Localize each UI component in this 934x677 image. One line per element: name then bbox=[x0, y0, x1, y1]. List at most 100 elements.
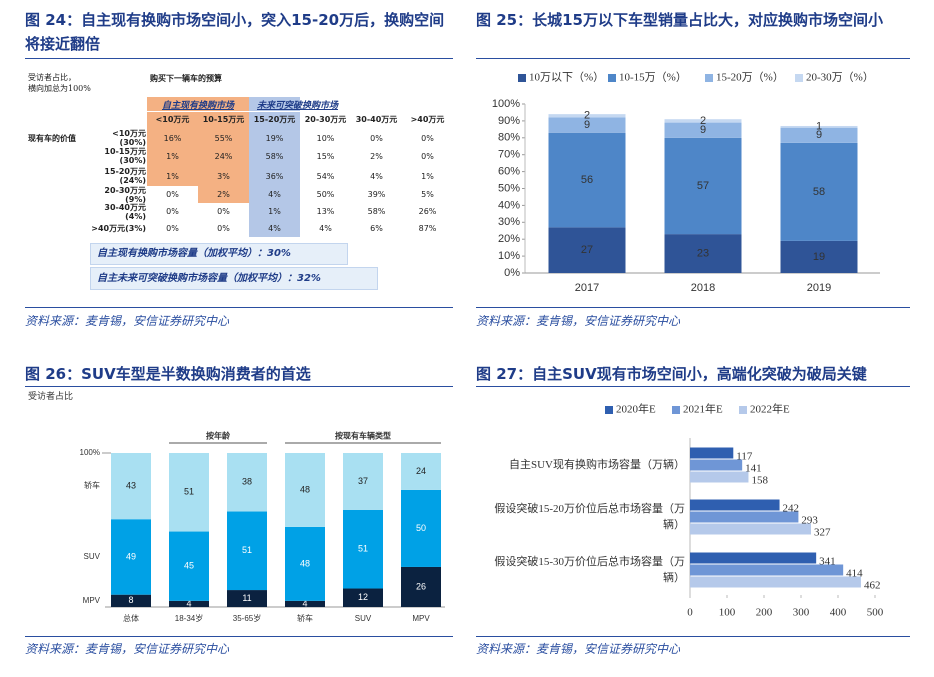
data-label: 26 bbox=[416, 581, 426, 591]
table-cell: 26% bbox=[418, 207, 437, 216]
data-label: 27 bbox=[581, 244, 593, 256]
data-label: 141 bbox=[745, 463, 762, 475]
shade-orange bbox=[198, 186, 249, 203]
table-cell: 4% bbox=[268, 190, 281, 199]
bar bbox=[690, 471, 749, 483]
bar-segment bbox=[169, 531, 209, 601]
bar-segment bbox=[343, 509, 383, 589]
column-header: 15-20万元 bbox=[253, 115, 296, 124]
bar bbox=[690, 511, 799, 523]
row-header: 现有车的价值 bbox=[28, 133, 76, 143]
legend-label: 10万以下（%） bbox=[529, 71, 604, 84]
table-cell: 1% bbox=[421, 171, 434, 181]
source-rule bbox=[25, 636, 453, 637]
table-cell: 0% bbox=[370, 133, 383, 143]
bar-segment bbox=[664, 137, 742, 235]
bar-segment bbox=[780, 240, 858, 273]
bar bbox=[690, 499, 780, 511]
bar-segment bbox=[285, 453, 325, 527]
legend-swatch bbox=[672, 406, 680, 414]
bar-segment bbox=[169, 600, 209, 607]
row-label: 10-15万元(30%) bbox=[104, 147, 146, 165]
table-cell: 0% bbox=[166, 207, 179, 216]
title-rule bbox=[476, 386, 910, 387]
y-tick-label: 40% bbox=[498, 199, 520, 211]
bar-segment bbox=[111, 594, 151, 607]
data-label: 12 bbox=[358, 592, 368, 602]
table-cell: 0% bbox=[217, 224, 230, 233]
table-cell: 4% bbox=[268, 224, 281, 233]
x-tick-label: SUV bbox=[355, 614, 372, 623]
table-cell: 3% bbox=[217, 171, 230, 181]
table-cell: 0% bbox=[166, 224, 179, 233]
table-cell: 36% bbox=[265, 171, 284, 181]
table-cell: 6% bbox=[370, 224, 383, 233]
category-label: 自主SUV现有换购市场容量（万辆） bbox=[508, 459, 685, 471]
bar-segment bbox=[401, 489, 441, 567]
table-cell: 50% bbox=[316, 190, 335, 199]
data-label: 45 bbox=[184, 561, 194, 571]
table-cell: 15% bbox=[316, 151, 335, 161]
y-tick-label: 70% bbox=[498, 149, 520, 161]
x-tick-label: 总体 bbox=[123, 613, 139, 623]
data-label: 24 bbox=[416, 466, 426, 476]
table-cell: 19% bbox=[265, 133, 284, 143]
data-label: 51 bbox=[358, 544, 368, 554]
shade-blue bbox=[249, 97, 300, 111]
chart-note: 受访者占比 bbox=[28, 390, 73, 401]
source-rule bbox=[476, 307, 910, 308]
title-rule bbox=[476, 58, 910, 59]
source-note: 资料来源：麦肯锡，安信证券研究中心 bbox=[476, 642, 681, 656]
bar-segment bbox=[548, 114, 626, 118]
legend-swatch bbox=[795, 74, 803, 82]
chart: 0% 10% 20% 30% 40% 50% 60% 70% 80% 90% 100% 10万以下（%… bbox=[492, 71, 880, 294]
bar-segment bbox=[401, 566, 441, 607]
data-label: 8 bbox=[128, 595, 133, 605]
data-label: 51 bbox=[242, 545, 252, 555]
x-tick-label: 400 bbox=[830, 607, 847, 619]
legend-swatch bbox=[518, 74, 526, 82]
bar-segment bbox=[111, 453, 151, 520]
y-tick-label: 50% bbox=[498, 182, 520, 194]
data-label: 56 bbox=[581, 174, 593, 186]
bar bbox=[690, 552, 817, 564]
table-cell: 55% bbox=[214, 133, 233, 143]
data-label: 38 bbox=[242, 477, 252, 487]
x-tick-label: 500 bbox=[867, 607, 884, 619]
y-tick-label: 100% bbox=[80, 448, 100, 457]
table-cell: 39% bbox=[367, 190, 386, 199]
budget-header: 购买下一辆车的预算 bbox=[150, 74, 222, 83]
data-label: 57 bbox=[697, 180, 709, 192]
shade-orange bbox=[147, 97, 249, 111]
legend-label: 10-15万（%） bbox=[619, 71, 687, 84]
table-note: 受访者占比， bbox=[28, 73, 76, 82]
data-label: 9 bbox=[584, 119, 590, 131]
figure-title: 图 27：自主SUV现有市场空间小，高端化突破为破局关键 bbox=[476, 365, 867, 383]
y-tick-label: 90% bbox=[498, 115, 520, 127]
source-rule bbox=[476, 636, 910, 637]
data-label: 37 bbox=[358, 476, 368, 486]
data-label: 2 bbox=[700, 115, 706, 127]
y-tick-label: 10% bbox=[498, 250, 520, 262]
group-header: 未来可突破换购市场 bbox=[257, 101, 339, 111]
bar-segment bbox=[285, 526, 325, 601]
data-label: 11 bbox=[242, 593, 251, 603]
table-cell: 0% bbox=[166, 190, 179, 199]
y-tick-label: 0% bbox=[504, 267, 520, 279]
bar-segment bbox=[664, 122, 742, 138]
data-label: 48 bbox=[300, 484, 310, 494]
legend-label: 15-20万（%） bbox=[716, 71, 784, 84]
bar-segment bbox=[780, 127, 858, 143]
data-label: 4 bbox=[302, 598, 307, 608]
data-label: 9 bbox=[816, 129, 822, 141]
data-label: 462 bbox=[864, 580, 881, 592]
legend-label: MPV bbox=[83, 596, 101, 605]
summary-box: 自主未来可突破换购市场容量（加权平均）：32% bbox=[90, 267, 378, 290]
x-tick-label: 2018 bbox=[691, 282, 715, 294]
x-tick-label: 2017 bbox=[575, 282, 599, 294]
data-label: 19 bbox=[813, 251, 825, 263]
x-tick-label: 300 bbox=[793, 607, 810, 619]
source-note: 资料来源：麦肯锡，安信证券研究中心 bbox=[25, 642, 230, 656]
